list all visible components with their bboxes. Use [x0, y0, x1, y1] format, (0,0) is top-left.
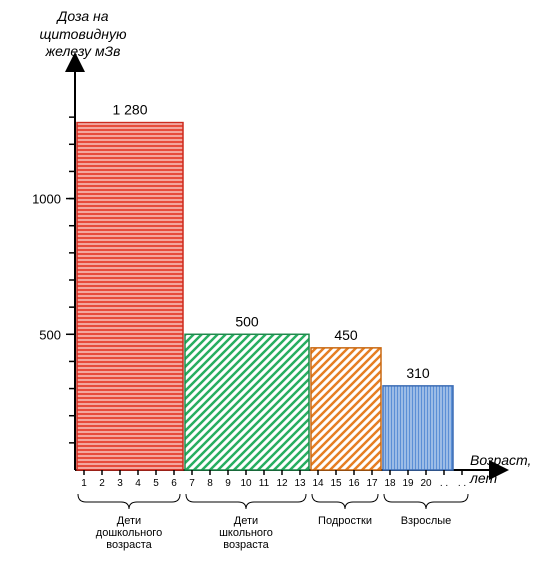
bar-value-label: 500	[235, 313, 259, 329]
group-label: Подростки	[318, 515, 372, 527]
x-tick-label: 9	[225, 478, 231, 489]
bars: 1 280 500 450 310	[77, 102, 453, 470]
x-tick-label: . .	[440, 478, 448, 489]
group-brace	[78, 494, 180, 509]
svg-text:1000: 1000	[32, 192, 61, 207]
x-tick-numbers: 1234567891011121314151617181920. .. .	[81, 470, 466, 489]
x-tick-label: 20	[420, 478, 432, 489]
x-tick-label: 1	[81, 478, 87, 489]
thyroid-dose-bar-chart: Доза нащитовиднуюжелезу мЗв Возраст,лет	[0, 0, 544, 586]
bar-value-label: 310	[406, 365, 430, 381]
group-label: возраста	[106, 539, 152, 551]
plot-svg: 5001000 1 280500450310 12345678910111213…	[0, 0, 544, 586]
group-braces: ДетидошкольноговозрастаДетишкольноговозр…	[78, 494, 468, 551]
bar-value-label: 1 280	[112, 102, 147, 118]
x-tick-label: 7	[189, 478, 195, 489]
x-tick-label: 6	[171, 478, 177, 489]
bar	[311, 348, 381, 470]
group-brace	[384, 494, 468, 509]
bar	[77, 123, 183, 470]
x-tick-label: 19	[402, 478, 414, 489]
x-tick-label: 14	[312, 478, 324, 489]
group-brace	[312, 494, 378, 509]
group-label: школьного	[219, 527, 273, 539]
group-brace	[186, 494, 306, 509]
x-tick-label: . .	[458, 478, 466, 489]
x-tick-label: 2	[99, 478, 105, 489]
x-tick-label: 5	[153, 478, 159, 489]
group-label: Взрослые	[401, 515, 452, 527]
x-tick-label: 13	[294, 478, 306, 489]
x-tick-label: 8	[207, 478, 213, 489]
bar	[383, 386, 453, 470]
group-label: дошкольного	[96, 527, 162, 539]
group-label: возраста	[223, 539, 269, 551]
svg-text:500: 500	[39, 327, 61, 342]
x-tick-label: 17	[366, 478, 378, 489]
x-tick-label: 11	[259, 478, 270, 489]
bar-value-label: 450	[334, 327, 358, 343]
bar	[185, 334, 309, 470]
group-label: Дети	[117, 515, 141, 527]
x-tick-label: 3	[117, 478, 123, 489]
x-tick-label: 4	[135, 478, 141, 489]
group-label: Дети	[234, 515, 258, 527]
x-tick-label: 15	[330, 478, 342, 489]
x-tick-label: 18	[384, 478, 396, 489]
x-tick-label: 16	[348, 478, 360, 489]
x-tick-label: 12	[276, 478, 288, 489]
x-tick-label: 10	[240, 478, 252, 489]
